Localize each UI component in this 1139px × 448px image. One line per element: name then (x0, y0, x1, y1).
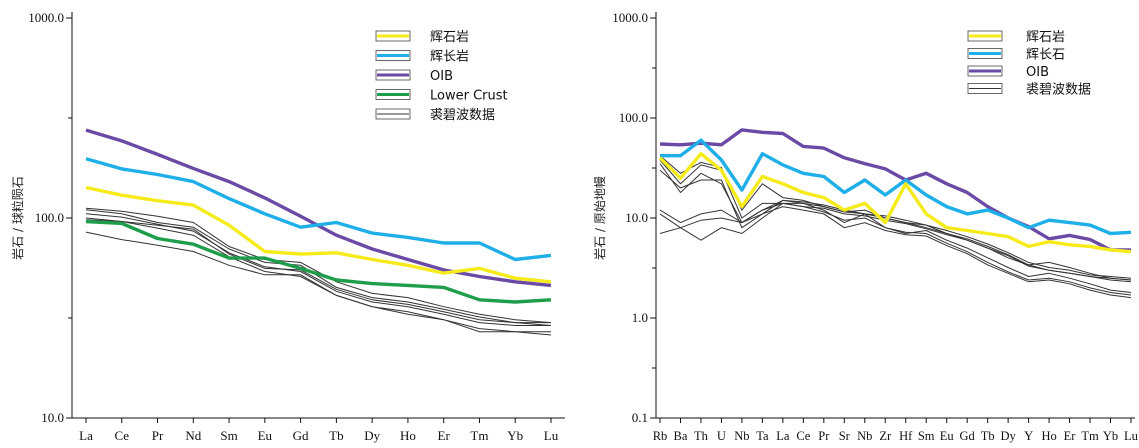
series-line (658, 152, 1132, 254)
x-tick-label: Hf (899, 429, 913, 443)
y-tick-label: 1000.0 (28, 10, 64, 25)
x-tick-label: Er (438, 428, 451, 443)
series-line (85, 209, 551, 324)
x-tick-label: Ho (400, 428, 416, 443)
x-tick-label: Dy (1000, 429, 1016, 443)
legend-label: 裘碧波数据 (430, 107, 495, 123)
y-tick-label: 100.0 (35, 210, 64, 225)
x-tick-label: Th (694, 429, 709, 443)
x-tick-label: Yb (1103, 429, 1118, 443)
sample-line (85, 219, 552, 326)
legend-swatch-box (375, 89, 411, 100)
legend-label: 辉长石 (1026, 48, 1065, 63)
y-tick-label: 1.0 (632, 310, 648, 325)
y-tick-label: 1000.0 (612, 10, 648, 25)
y-tick-label: 100.0 (619, 110, 648, 125)
x-tick-label: Er (1064, 429, 1077, 443)
x-tick-label: Nb (857, 429, 872, 443)
x-tick-label: Sm (918, 429, 935, 443)
x-tick-label: Nb (734, 429, 749, 443)
legend-swatch-box (967, 48, 1003, 59)
legend-swatch-box (375, 108, 411, 120)
legend-label: OIB (430, 69, 453, 84)
series-line (659, 128, 1131, 252)
legend-label: 辉石岩 (1026, 30, 1065, 45)
sample-line (659, 159, 1132, 296)
x-tick-label: Dy (364, 428, 380, 443)
y-axis-label: 岩石 / 球粒陨石 (10, 176, 25, 260)
x-tick-label: Pr (152, 428, 164, 443)
x-tick-label: Rb (653, 429, 668, 443)
sample-line (659, 169, 1132, 299)
x-tick-label: Eu (258, 428, 273, 443)
x-tick-label: Lu (1124, 429, 1139, 443)
sample-line (85, 217, 551, 333)
legend-label: OIB (1026, 65, 1049, 80)
x-tick-label: Tm (470, 428, 488, 443)
x-tick-label: Pr (818, 429, 830, 443)
sample-line (85, 231, 552, 336)
x-tick-label: Gd (293, 428, 309, 443)
x-tick-label: Eu (940, 429, 955, 443)
x-tick-label: Ho (1041, 429, 1056, 443)
x-tick-label: U (717, 429, 726, 443)
x-tick-label: Ce (115, 428, 130, 443)
series-line (85, 185, 552, 284)
sample-line (659, 199, 1132, 279)
x-tick-label: Nd (185, 428, 201, 443)
x-tick-label: Tb (981, 429, 995, 443)
x-tick-label: Sr (839, 429, 851, 443)
x-tick-label: Tb (329, 428, 343, 443)
legend-swatch-box (967, 83, 1003, 94)
x-tick-label: La (79, 428, 93, 443)
x-tick-label: Ba (674, 429, 688, 443)
x-tick-label: Tm (1081, 429, 1099, 443)
x-tick-label: La (776, 429, 790, 443)
legend-label: 裘碧波数据 (1026, 82, 1091, 98)
y-tick-label: 10.0 (41, 410, 64, 425)
x-tick-label: Ta (756, 429, 769, 443)
legend-swatch-box (967, 30, 1003, 42)
y-tick-label: 10.0 (625, 210, 648, 225)
y-tick-label: 0.1 (632, 410, 648, 425)
x-tick-label: Gd (960, 429, 976, 443)
series-line (85, 219, 552, 304)
x-tick-label: Zr (879, 429, 892, 443)
x-tick-label: Sm (220, 428, 237, 443)
x-tick-label: Ce (796, 429, 810, 443)
x-tick-label: Yb (507, 428, 523, 443)
legend-swatch-box (375, 30, 411, 42)
series-line (85, 157, 552, 262)
legend-label: 辉石岩 (430, 30, 469, 45)
legend-swatch-box (967, 65, 1003, 77)
series-line (660, 138, 1132, 236)
y-axis-label: 岩石 / 原始地幔 (592, 176, 607, 260)
legend-swatch-box (375, 50, 411, 61)
chart-primitive-mantle-normalized: 0.1 1.0 10.0 100.0 1000.0 Rb Ba Th U Nb Ta La Ce Pr Sr… (592, 10, 1139, 443)
series-line (85, 128, 552, 288)
legend-label: 辉长岩 (430, 50, 469, 65)
x-tick-label: Y (1024, 429, 1033, 443)
sample-line (85, 207, 552, 324)
sample-line (659, 202, 1132, 281)
legend-label: Lower Crust (430, 89, 508, 104)
legend-swatch-box (375, 69, 411, 81)
x-tick-label: Lu (544, 428, 559, 443)
chart-chondrite-normalized: 10.0 100.0 1000.0 La Ce Pr Nd Sm Eu Gd Tb Dy Ho Er Tm Y… (10, 10, 565, 443)
series-line (659, 163, 1132, 293)
